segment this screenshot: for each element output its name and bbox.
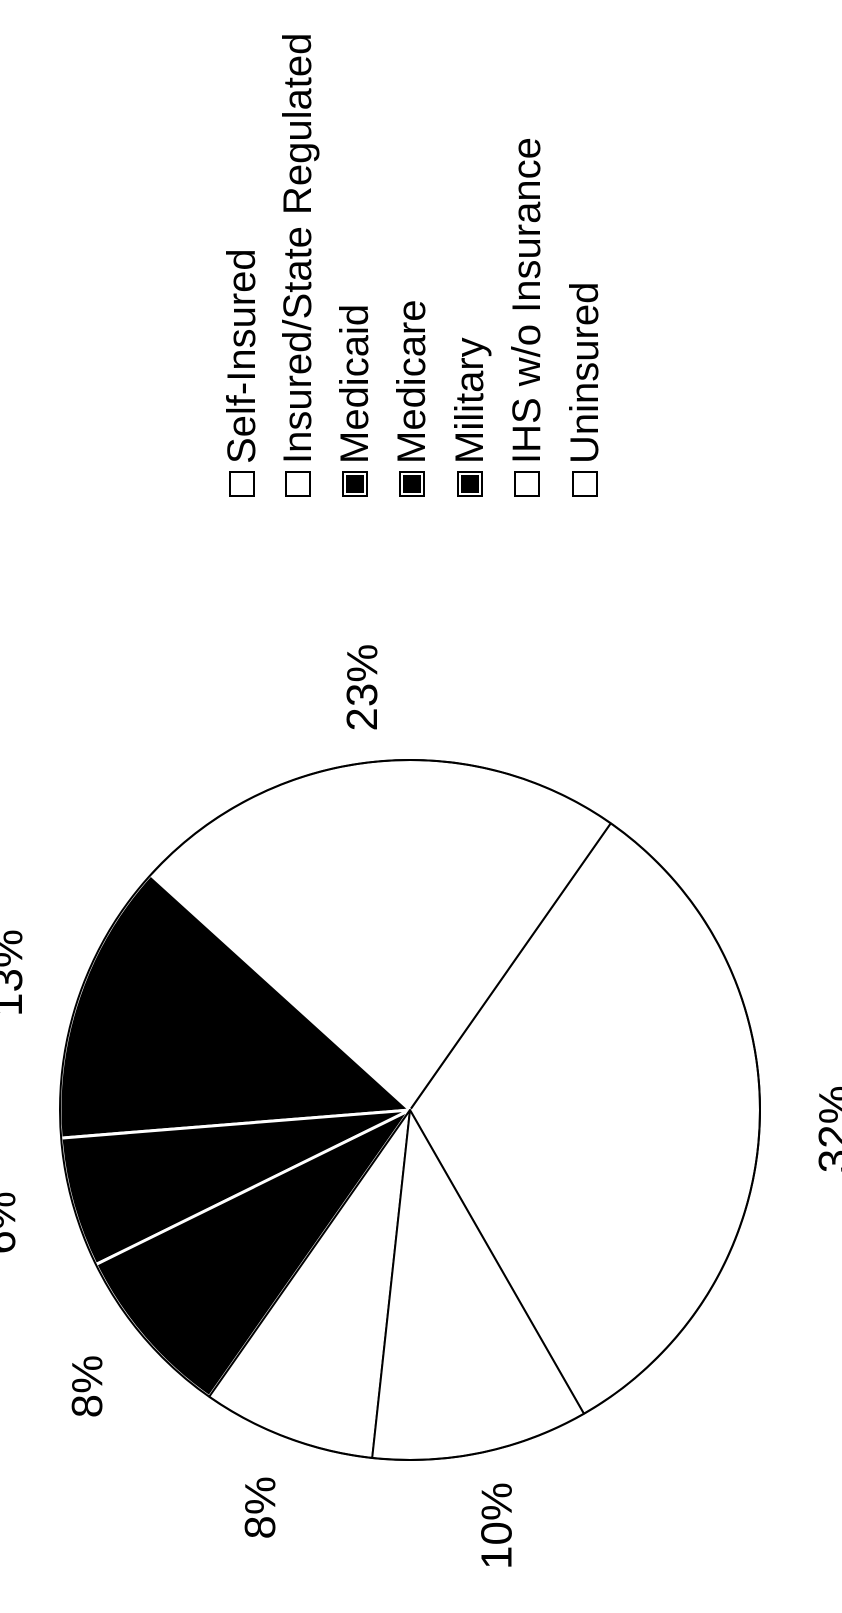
legend-label-medicare: Medicare <box>390 299 434 464</box>
slice-label-insured-state-regulated: 23% <box>338 644 387 732</box>
slice-label-medicare: 6% <box>0 1191 25 1255</box>
legend-item-medicaid: Medicaid <box>333 304 377 497</box>
legend-item-uninsured: Uninsured <box>563 282 607 497</box>
slice-label-layer: 32% 23% 13% 6% 8% 8% 10% <box>0 644 842 1570</box>
legend-swatch-fill-military <box>461 475 479 493</box>
legend-swatch-insured-state-regulated <box>285 471 311 497</box>
legend-item-ihs-w-o-insurance: IHS w/o Insurance <box>505 137 549 497</box>
legend-swatch-uninsured <box>572 471 598 497</box>
slice-label-uninsured: 10% <box>472 1482 521 1570</box>
slice-label-medicaid: 13% <box>0 929 32 1017</box>
legend-item-self-insured: Self-Insured <box>220 248 264 497</box>
legend: Self-Insured Insured/State Regulated Medic… <box>220 33 607 497</box>
slice-label-ihs-w-o-insurance: 8% <box>236 1476 285 1540</box>
legend-swatch-fill-medicaid <box>346 475 364 493</box>
pie-outline <box>59 759 761 1461</box>
legend-label-uninsured: Uninsured <box>563 282 607 464</box>
legend-label-ihs-w-o-insurance: IHS w/o Insurance <box>505 137 549 464</box>
legend-swatch-ihs-w-o-insurance <box>514 471 540 497</box>
legend-label-insured-state-regulated: Insured/State Regulated <box>276 33 320 464</box>
legend-item-insured-state-regulated: Insured/State Regulated <box>276 33 320 497</box>
legend-item-medicare: Medicare <box>390 299 434 497</box>
slice-label-military: 8% <box>63 1355 112 1419</box>
legend-label-medicaid: Medicaid <box>333 304 377 464</box>
pie-layer <box>58 759 761 1461</box>
legend-label-military: Military <box>448 337 492 464</box>
slice-label-self-insured: 32% <box>810 1085 842 1173</box>
legend-swatch-fill-medicare <box>403 475 421 493</box>
legend-item-military: Military <box>448 337 492 497</box>
legend-label-self-insured: Self-Insured <box>220 248 264 464</box>
legend-swatch-self-insured <box>229 471 255 497</box>
